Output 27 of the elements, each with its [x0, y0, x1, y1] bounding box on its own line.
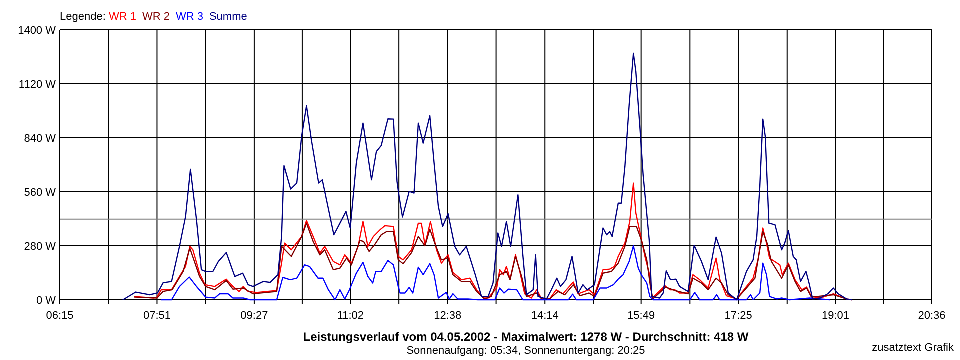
x-tick-label: 15:49	[628, 310, 656, 322]
y-tick-label: 280 W	[24, 240, 57, 253]
text: WR 1	[108, 11, 136, 23]
y-tick-label: 560 W	[24, 186, 57, 199]
x-tick-label: 19:01	[822, 310, 850, 322]
text: WR 2	[142, 11, 170, 23]
x-tick-label: 09:27	[240, 310, 268, 322]
text: Leistungsverlauf vom 04.05.2002 - Maximalwert: 1278 W - Durchschnitt: 418 W	[303, 330, 750, 344]
line-series	[134, 222, 848, 300]
y-tick-label: 1400 W	[18, 24, 57, 37]
x-tick-label: 14:14	[531, 310, 559, 322]
text: WR 3	[176, 11, 204, 23]
y-tick-label: 1120 W	[18, 78, 57, 91]
y-tick-label: 840 W	[24, 132, 57, 145]
text: Sonnenaufgang: 05:34, Sonnenuntergang: 20:25	[406, 345, 646, 357]
line-series	[160, 245, 831, 301]
x-tick-label: 20:36	[918, 310, 946, 322]
x-tick-label: 12:38	[434, 310, 462, 322]
x-tick-label: 11:02	[337, 310, 364, 322]
legend-title: Legende:	[60, 11, 109, 23]
x-tick-label: 07:51	[143, 310, 171, 322]
y-tick-label: 0 W	[36, 294, 57, 307]
line-series	[122, 52, 852, 301]
x-tick-label: 17:25	[724, 310, 752, 322]
text: Summe	[209, 11, 248, 23]
x-tick-label: 06:15	[46, 310, 74, 322]
text: zusatztext Grafik	[872, 342, 954, 354]
